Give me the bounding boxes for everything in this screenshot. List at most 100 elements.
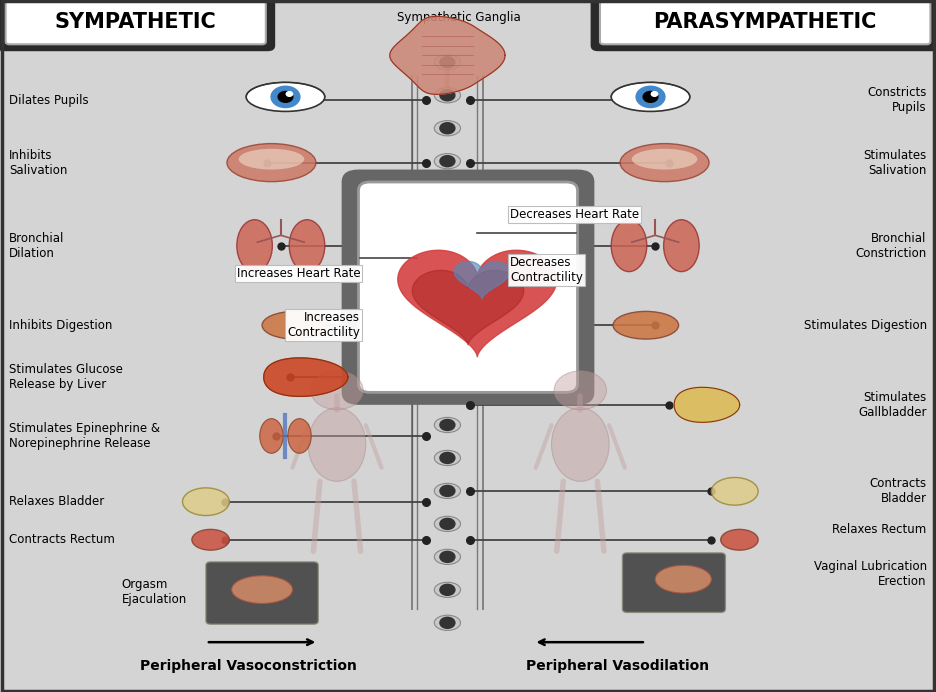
Text: Relaxes Rectum: Relaxes Rectum [832,523,927,536]
Circle shape [286,91,293,96]
Circle shape [440,122,455,134]
Circle shape [440,156,455,167]
Circle shape [643,91,658,102]
Text: Increases Heart Rate: Increases Heart Rate [237,267,360,280]
Polygon shape [264,358,348,397]
Ellipse shape [434,219,461,235]
Circle shape [271,86,300,107]
Text: Increases
Contractility: Increases Contractility [287,311,360,339]
Text: Sympathetic Ganglia: Sympathetic Ganglia [397,11,520,24]
Ellipse shape [611,82,690,111]
Ellipse shape [308,408,366,482]
Text: Peripheral Vasodilation: Peripheral Vasodilation [526,659,709,673]
Circle shape [440,419,455,430]
Ellipse shape [551,408,609,482]
Circle shape [554,371,607,410]
Polygon shape [454,262,510,299]
Circle shape [440,518,455,529]
Text: Stimulates Digestion: Stimulates Digestion [803,319,927,331]
Circle shape [651,91,658,96]
Text: Peripheral Vasoconstriction: Peripheral Vasoconstriction [139,659,357,673]
Polygon shape [389,17,505,94]
Ellipse shape [434,582,461,597]
Ellipse shape [434,154,461,169]
Ellipse shape [620,144,709,181]
Circle shape [440,57,455,68]
Text: Contracts
Bladder: Contracts Bladder [870,477,927,505]
Text: Stimulates Glucose
Release by Liver: Stimulates Glucose Release by Liver [9,363,124,391]
Text: Orgasm
Ejaculation: Orgasm Ejaculation [122,578,187,606]
Text: Stimulates Epinephrine &
Norepinephrine Release: Stimulates Epinephrine & Norepinephrine … [9,422,160,450]
Ellipse shape [664,220,699,271]
FancyBboxPatch shape [622,553,725,612]
Ellipse shape [262,311,328,339]
Text: Relaxes Bladder: Relaxes Bladder [9,495,105,508]
Circle shape [278,91,293,102]
FancyBboxPatch shape [206,562,318,624]
Ellipse shape [434,450,461,466]
FancyBboxPatch shape [600,1,930,44]
Circle shape [440,386,455,397]
Text: Contracts Rectum: Contracts Rectum [9,534,115,546]
Circle shape [636,86,665,107]
Ellipse shape [434,615,461,630]
Text: Vaginal Lubrication
Erection: Vaginal Lubrication Erection [813,561,927,588]
FancyBboxPatch shape [342,170,594,405]
Ellipse shape [613,311,679,339]
Ellipse shape [434,417,461,432]
Ellipse shape [227,144,316,181]
Text: Bronchial
Constriction: Bronchial Constriction [856,232,927,260]
Circle shape [440,354,455,365]
Circle shape [440,453,455,464]
Text: Inhibits
Salivation: Inhibits Salivation [9,149,67,176]
FancyBboxPatch shape [0,0,275,51]
FancyBboxPatch shape [591,0,936,51]
Ellipse shape [434,187,461,202]
Ellipse shape [434,516,461,531]
Ellipse shape [434,88,461,103]
Circle shape [440,552,455,563]
Ellipse shape [232,576,293,603]
Ellipse shape [434,120,461,136]
Circle shape [440,189,455,200]
Ellipse shape [434,549,461,565]
Text: Inhibits Digestion: Inhibits Digestion [9,319,112,331]
Circle shape [440,617,455,628]
Ellipse shape [246,82,325,111]
Circle shape [311,371,363,410]
Circle shape [440,485,455,496]
Ellipse shape [434,55,461,70]
Ellipse shape [434,483,461,498]
Circle shape [440,584,455,595]
Ellipse shape [183,488,229,516]
Polygon shape [413,271,523,345]
Ellipse shape [434,384,461,399]
Ellipse shape [289,220,325,271]
Text: Decreases
Contractility: Decreases Contractility [510,256,583,284]
Text: Decreases Heart Rate: Decreases Heart Rate [510,208,639,221]
Circle shape [440,90,455,101]
Polygon shape [398,251,557,356]
Text: Dilates Pupils: Dilates Pupils [9,94,89,107]
Ellipse shape [711,477,758,505]
Text: Stimulates
Salivation: Stimulates Salivation [863,149,927,176]
Circle shape [440,255,455,266]
Circle shape [440,288,455,299]
Ellipse shape [611,220,647,271]
Text: PARASYMPATHETIC: PARASYMPATHETIC [653,12,877,33]
Ellipse shape [655,565,711,593]
Polygon shape [674,388,739,422]
Ellipse shape [632,149,697,170]
Ellipse shape [434,318,461,334]
Circle shape [440,320,455,331]
Ellipse shape [192,529,229,550]
Text: SYMPATHETIC: SYMPATHETIC [55,12,216,33]
Text: Bronchial
Dilation: Bronchial Dilation [9,232,65,260]
Ellipse shape [237,220,272,271]
Text: Stimulates
Gallbladder: Stimulates Gallbladder [858,391,927,419]
Ellipse shape [434,352,461,367]
Text: Constricts
Pupils: Constricts Pupils [868,86,927,114]
Ellipse shape [434,253,461,268]
Ellipse shape [434,286,461,301]
FancyBboxPatch shape [6,1,266,44]
